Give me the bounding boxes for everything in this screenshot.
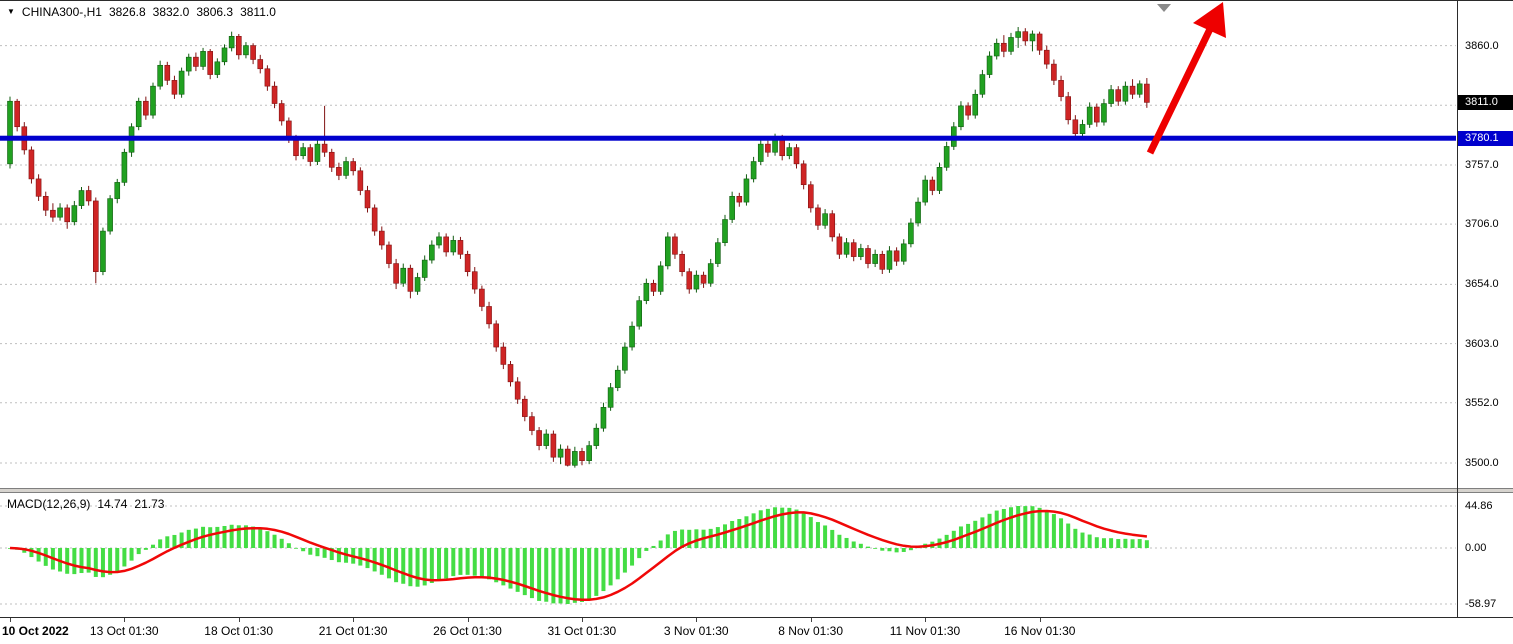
ohlc-open: 3826.8: [108, 5, 146, 19]
ohlc-close: 3811.0: [240, 5, 276, 19]
time-axis-tick: [467, 618, 469, 622]
time-axis-label: 8 Nov 01:30: [778, 624, 844, 638]
bid-price-badge: 3811.0: [1458, 94, 1513, 110]
ohlc-low: 3806.3: [196, 5, 234, 19]
macd-axis-label: -58.97: [1465, 598, 1497, 610]
time-axis-label: 13 Oct 01:30: [89, 624, 159, 638]
time-axis-label: 18 Oct 01:30: [204, 624, 274, 638]
chart-ohlc-info: ▼ CHINA300-,H1 3826.8 3832.0 3806.3 3811…: [7, 5, 276, 19]
time-axis-tick: [925, 618, 927, 622]
macd-axis-label: 44.86: [1465, 500, 1493, 512]
collapse-indicator-icon[interactable]: ▼: [7, 7, 15, 16]
symbol-timeframe-label: CHINA300-,H1: [21, 5, 102, 19]
time-axis-tick: [353, 618, 355, 622]
macd-gridlines: [0, 505, 1456, 605]
macd-title: MACD(12,26,9): [7, 497, 91, 511]
time-axis-label: 11 Nov 01:30: [889, 624, 961, 638]
macd-value: 14.74: [97, 497, 128, 511]
time-axis-label: 26 Oct 01:30: [433, 624, 502, 638]
time-axis-label: 21 Oct 01:30: [318, 624, 388, 638]
ohlc-high: 3832.0: [152, 5, 190, 19]
price-axis[interactable]: 3860.0 3757.0 3706.0 3654.0 3603.0 3552.0 3500…: [1457, 1, 1513, 617]
macd-signal-line: [9, 509, 1148, 601]
time-axis-label: 10 Oct 2022: [2, 624, 69, 638]
time-axis-tick: [124, 618, 126, 622]
price-axis-label: 3860.0: [1465, 39, 1499, 52]
time-axis-tick: [582, 618, 583, 622]
time-axis-label: 3 Nov 01:30: [663, 624, 729, 638]
price-axis-label: 3757.0: [1465, 159, 1499, 171]
price-gridlines: [0, 45, 1456, 464]
support-resistance-line[interactable]: [0, 135, 1456, 141]
macd-axis-label: 0.00: [1465, 542, 1487, 554]
price-axis-label: 3552.0: [1465, 396, 1499, 409]
time-axis-tick: [696, 618, 698, 622]
chart-shift-marker-icon[interactable]: [1157, 4, 1171, 12]
macd-signal-value: 21.73: [134, 497, 165, 511]
price-axis-label: 3500.0: [1465, 456, 1499, 469]
price-axis-label: 3654.0: [1465, 278, 1499, 291]
time-axis-label: 31 Oct 01:30: [547, 624, 617, 638]
time-axis-tick: [810, 618, 812, 622]
time-axis[interactable]: 10 Oct 2022 13 Oct 01:30 18 Oct 01:30 21 Oc…: [0, 617, 1513, 644]
price-axis-label: 3706.0: [1465, 218, 1499, 231]
trend-arrow[interactable]: [1146, 2, 1226, 155]
macd-indicator-label: MACD(12,26,9) 14.74 21.73: [7, 497, 164, 511]
time-axis-tick: [1039, 618, 1041, 622]
chart-canvas[interactable]: [0, 1, 1457, 617]
panel-splitter[interactable]: [0, 488, 1513, 493]
time-axis-label: 16 Nov 01:30: [1004, 624, 1076, 638]
price-axis-label: 3603.0: [1465, 337, 1499, 350]
hline-price-badge: 3780.1: [1458, 130, 1513, 146]
macd-histogram: [8, 506, 1149, 604]
time-axis-tick: [238, 618, 240, 622]
time-axis-tick: [10, 618, 11, 622]
candles: [7, 27, 1150, 468]
